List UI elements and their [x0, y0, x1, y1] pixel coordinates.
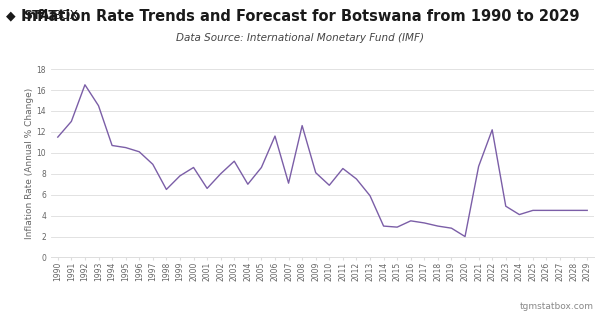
Y-axis label: Inflation Rate (Annual % Change): Inflation Rate (Annual % Change): [25, 88, 34, 239]
Text: BOX: BOX: [53, 9, 79, 22]
Text: STAT: STAT: [23, 9, 56, 22]
Text: Inflation Rate Trends and Forecast for Botswana from 1990 to 2029: Inflation Rate Trends and Forecast for B…: [21, 9, 579, 24]
Text: tgmstatbox.com: tgmstatbox.com: [520, 302, 594, 311]
Text: ◆: ◆: [6, 9, 16, 22]
Text: Data Source: International Monetary Fund (IMF): Data Source: International Monetary Fund…: [176, 33, 424, 43]
